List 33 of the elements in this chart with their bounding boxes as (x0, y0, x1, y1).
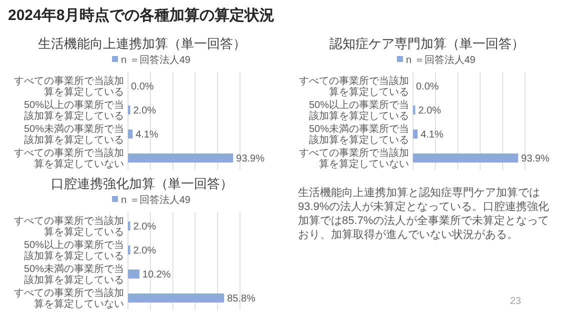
data-label: 2.0% (133, 246, 156, 256)
y-tick-label: すべての事業所で当該加算を算定していない (14, 287, 124, 310)
y-tick-label: 50%以上の事業所で当該加算を算定している (308, 99, 409, 122)
data-label: 93.9% (236, 154, 265, 164)
data-label: 0.0% (416, 82, 439, 92)
y-tick-label: すべての事業所で当該加算を算定している (14, 215, 124, 238)
y-tick-label: すべての事業所で当該加算を算定していない (299, 147, 409, 170)
legend-label: n ＝回答法人49 (121, 194, 191, 206)
data-label: 10.2% (142, 270, 171, 280)
y-tick-label: すべての事業所で当該加算を算定している (299, 75, 409, 98)
text: 23 (510, 296, 522, 307)
data-label: 4.1% (136, 130, 158, 140)
data-label: 2.0% (418, 106, 442, 116)
data-label: 2.0% (133, 222, 156, 232)
data-label: 2.0% (133, 106, 156, 116)
legend-label: n ＝回答法人49 (121, 54, 191, 66)
text: 生活機能向上連携加算と認知症専門ケア加算では93.9%の法人が未算定となっている。口腔連携強化加算では85.7%の法人が全事業所で未算定となっており、加算取得が進んでいない状況がある。 (298, 186, 550, 242)
chart-title: 生活機能向上連携加算（単一回答） (38, 36, 246, 51)
y-tick-label: 50%未満の事業所で当該加算を算定している (308, 123, 409, 146)
data-label: 0.0% (131, 82, 154, 92)
data-label: 4.1% (420, 130, 444, 140)
y-tick-label: 50%未満の事業所で当該加算を算定している (24, 263, 124, 286)
y-tick-label: すべての事業所で当該加算を算定している (14, 75, 124, 98)
chart-title: 口腔連携強化加算（単一回答） (51, 176, 233, 191)
y-tick-label: 50%未満の事業所で当該加算を算定している (24, 123, 124, 146)
y-tick-label: すべての事業所で当該加算を算定していない (14, 147, 124, 170)
y-tick-label: 50%以上の事業所で当該加算を算定している (24, 239, 124, 262)
y-tick-label: 50%以上の事業所で当該加算を算定している (24, 99, 124, 122)
data-label: 85.8% (227, 294, 256, 304)
text: 2024年8月時点での各種加算の算定状況 (8, 6, 275, 25)
chart-title: 認知症ケア専門加算（単一回答） (330, 36, 524, 51)
legend-label: n ＝回答法人49 (406, 54, 476, 66)
data-label: 93.9% (521, 154, 550, 164)
